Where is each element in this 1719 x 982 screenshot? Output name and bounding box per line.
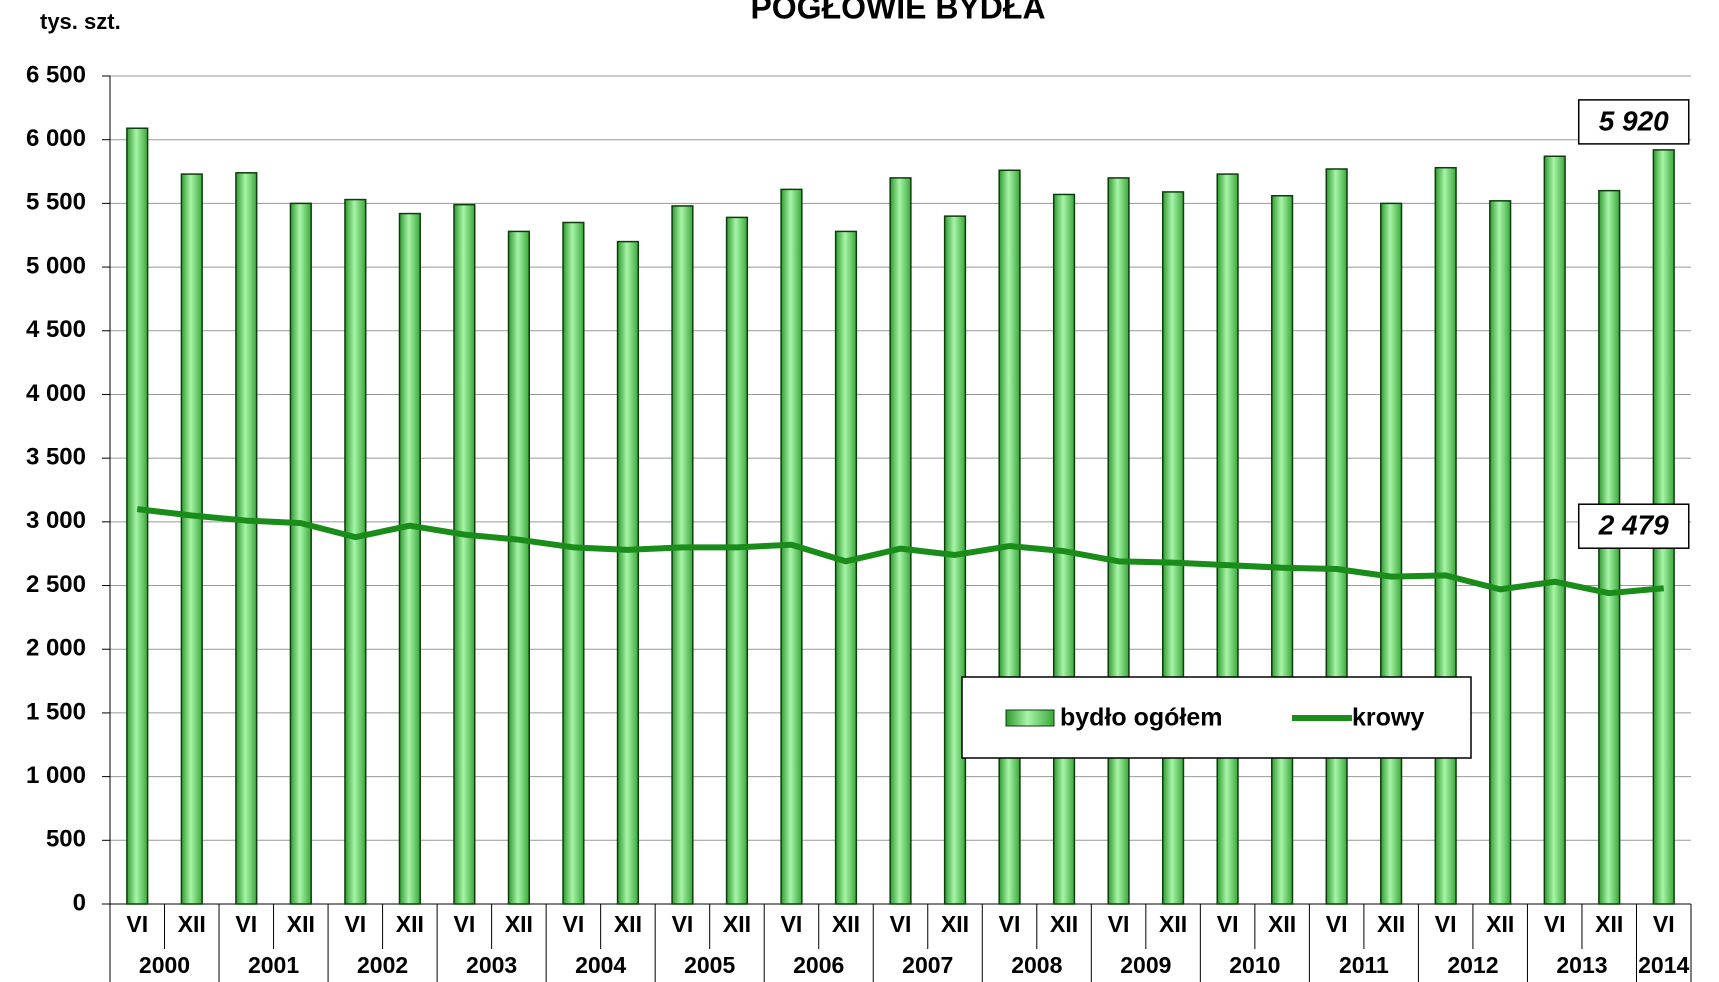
bar (398, 212, 421, 905)
year-label: 2003 (466, 952, 517, 978)
bar (235, 172, 258, 905)
bar (834, 230, 858, 905)
y-tick-label: 1 500 (26, 698, 86, 725)
year-label: 2014 (1638, 952, 1689, 978)
bar (180, 173, 203, 905)
x-tick-label: XII (941, 911, 969, 937)
x-tick-label: VI (1326, 911, 1348, 937)
year-label: 2001 (248, 952, 299, 978)
y-tick-label: 6 500 (26, 61, 86, 88)
year-label: 2007 (902, 952, 953, 978)
y-tick-label: 5 000 (26, 252, 86, 279)
y-tick-label: 5 500 (26, 189, 86, 216)
line (136, 506, 1665, 597)
bar (1380, 202, 1403, 905)
y-tick-label: 3 500 (26, 443, 86, 470)
bar (507, 230, 530, 905)
data-label-box (1577, 99, 1690, 145)
year-label: 2012 (1447, 952, 1498, 978)
x-tick-label: VI (235, 911, 257, 937)
x-tick-label: VI (890, 911, 912, 937)
bar (1161, 191, 1185, 905)
x-tick-label: XII (396, 911, 424, 937)
bar (671, 205, 694, 905)
y-tick-label: 0 (73, 889, 86, 916)
data-label: 5 920 (1599, 105, 1669, 136)
y-tick-label: 3 000 (26, 507, 86, 534)
x-tick-label: VI (1544, 911, 1566, 937)
bar (889, 177, 912, 905)
bar (616, 240, 640, 905)
y-axis-label: tys. szt. (40, 9, 121, 34)
year-label: 2009 (1120, 952, 1171, 978)
y-tick-label: 4 000 (26, 380, 86, 407)
y-tick-label: 4 500 (26, 316, 86, 343)
x-tick-label: VI (781, 911, 803, 937)
x-tick-label: XII (1050, 911, 1078, 937)
x-tick-label: XII (1486, 911, 1514, 937)
x-tick-label: VI (672, 911, 694, 937)
x-tick-label: XII (723, 911, 751, 937)
y-tick-label: 2 500 (26, 571, 86, 598)
bar (344, 198, 367, 905)
legend-label: bydło ogółem (1060, 704, 1223, 732)
x-tick-label: VI (344, 911, 366, 937)
y-tick-label: 6 000 (26, 125, 86, 152)
chart-title: POGŁOWIE BYDŁA (750, 0, 1045, 25)
x-tick-label: VI (999, 911, 1021, 937)
bar (1325, 168, 1348, 905)
bar (1271, 194, 1294, 905)
year-label: 2006 (793, 952, 844, 978)
bar (1543, 155, 1566, 905)
x-tick-label: XII (614, 911, 642, 937)
legend-label: krowy (1352, 704, 1424, 732)
y-tick-label: 500 (46, 826, 86, 853)
x-tick-label: XII (832, 911, 860, 937)
bar (1107, 177, 1130, 905)
bar (943, 215, 967, 905)
year-label: 2005 (684, 952, 735, 978)
x-tick-label: XII (1377, 911, 1405, 937)
x-tick-label: VI (1435, 911, 1457, 937)
x-tick-label: XII (505, 911, 533, 937)
x-tick-label: VI (453, 911, 475, 937)
x-tick-label: XII (178, 911, 206, 937)
x-tick-label: XII (1159, 911, 1187, 937)
bar (562, 221, 585, 905)
year-label: 2008 (1011, 952, 1062, 978)
x-tick-label: XII (1268, 911, 1296, 937)
y-tick-label: 2 000 (26, 635, 86, 662)
bar (453, 203, 476, 905)
x-tick-label: VI (126, 911, 148, 937)
x-tick-label: VI (1653, 911, 1675, 937)
x-tick-label: VI (1217, 911, 1239, 937)
data-label-box (1577, 503, 1690, 549)
year-label: 2004 (575, 952, 626, 978)
bar (998, 169, 1021, 905)
x-tick-label: VI (1108, 911, 1130, 937)
bar (1216, 173, 1239, 905)
year-label: 2011 (1339, 952, 1389, 978)
year-label: 2013 (1556, 952, 1607, 978)
bar (1434, 166, 1457, 905)
bar (1489, 200, 1512, 905)
x-tick-label: XII (287, 911, 315, 937)
bar (725, 216, 749, 905)
x-tick-label: VI (563, 911, 585, 937)
year-label: 2000 (139, 952, 190, 978)
year-label: 2002 (357, 952, 408, 978)
year-label: 2010 (1229, 952, 1280, 978)
legend-swatch (1005, 709, 1055, 727)
bar (289, 202, 312, 905)
data-label: 2 479 (1598, 510, 1669, 541)
x-tick-label: XII (1595, 911, 1623, 937)
y-tick-label: 1 000 (26, 762, 86, 789)
bar (126, 127, 149, 905)
